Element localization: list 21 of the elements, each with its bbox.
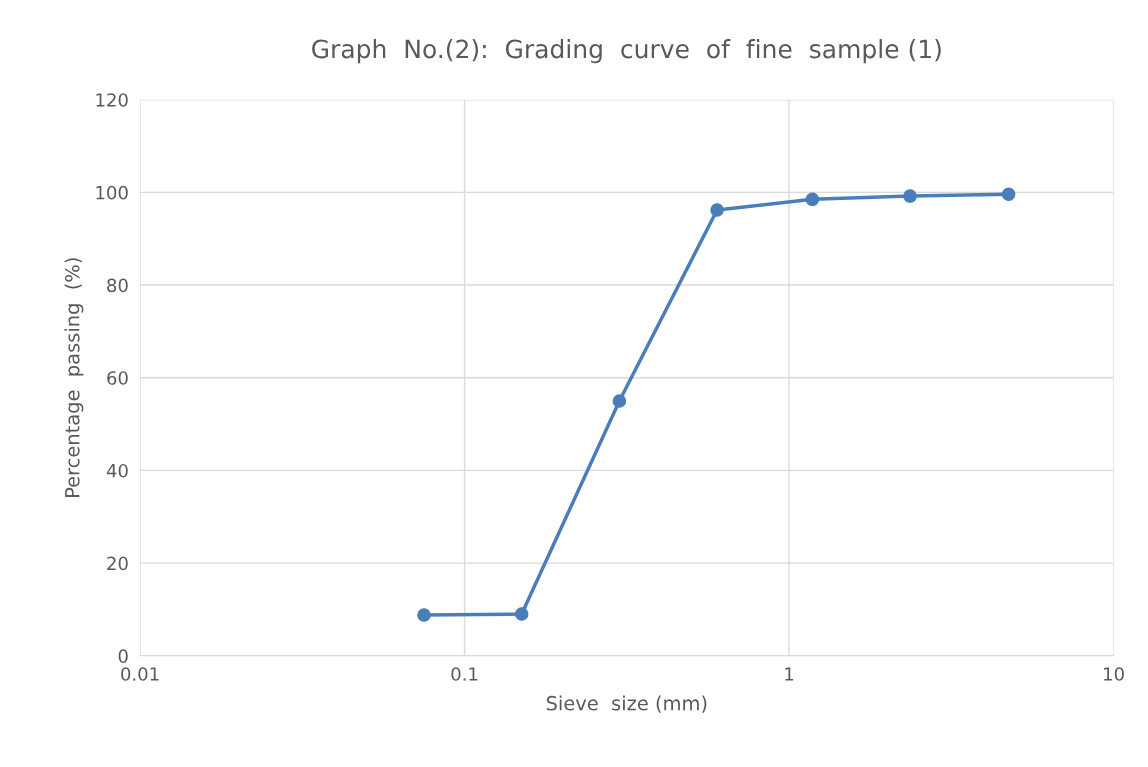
y-axis-title: Percentage passing (%) — [64, 258, 84, 497]
y-tick-label: 0 — [118, 649, 128, 663]
point — [417, 608, 431, 622]
point — [1001, 187, 1016, 202]
y-tick-label: 80 — [107, 278, 128, 293]
x-axis-title: Sieve size (mm) — [546, 695, 707, 713]
point — [710, 203, 724, 217]
point — [805, 192, 820, 207]
chart-title: Graph No.(2): Grading curve of fine sample (1) — [312, 39, 941, 64]
x-tick-label: 1 — [785, 667, 794, 681]
y-tick-label: 40 — [106, 463, 128, 478]
point — [903, 189, 917, 203]
point — [514, 607, 529, 621]
point — [612, 394, 627, 408]
x-tick-label: 10 — [1104, 667, 1124, 681]
y-tick-label: 100 — [96, 185, 128, 200]
y-tick-label: 120 — [96, 93, 128, 107]
y-tick-label: 60 — [107, 371, 128, 385]
x-tick-label: 0.1 — [451, 667, 478, 681]
x-tick-label: 0.01 — [121, 667, 159, 681]
y-tick-label: 20 — [107, 556, 128, 571]
